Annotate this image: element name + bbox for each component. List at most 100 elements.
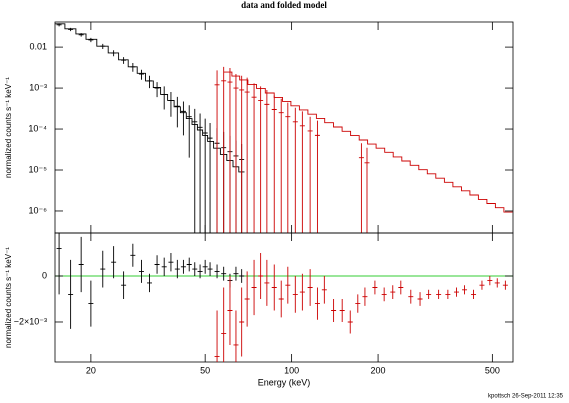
x-tick-label: 100 — [284, 365, 299, 375]
error-bar — [362, 287, 368, 306]
error-bar — [251, 83, 257, 233]
error-bar — [227, 67, 233, 233]
error-bar — [331, 298, 337, 322]
error-bar — [299, 111, 305, 233]
error-bar — [147, 75, 153, 89]
error-bar — [121, 57, 127, 64]
error-bar — [258, 253, 264, 299]
error-bar — [292, 276, 298, 313]
error-bar — [314, 120, 320, 233]
error-bar — [180, 259, 186, 274]
error-bar — [292, 107, 298, 233]
error-bar — [138, 69, 144, 80]
error-bar — [68, 259, 74, 329]
error-bar — [239, 287, 245, 357]
error-bar — [479, 280, 485, 290]
error-bar — [299, 273, 305, 311]
error-bar — [321, 276, 327, 304]
error-bar — [202, 259, 208, 274]
error-bar — [138, 259, 144, 283]
plot-frame — [54, 232, 514, 363]
error-bar — [130, 62, 136, 72]
x-tick-label: 50 — [200, 365, 210, 375]
error-bar — [186, 105, 192, 158]
error-bar — [221, 266, 227, 281]
error-bar — [390, 285, 396, 299]
error-bar — [100, 250, 106, 288]
error-bar — [197, 113, 203, 233]
error-bar — [147, 273, 153, 293]
error-bar — [307, 269, 313, 306]
error-bar — [174, 96, 180, 128]
error-bar — [278, 280, 284, 318]
error-bar — [271, 95, 277, 233]
y-tick-label: 10⁻⁴ — [28, 123, 47, 133]
error-bar — [453, 287, 459, 297]
x-tick-label: 20 — [86, 365, 96, 375]
error-bar — [168, 253, 174, 272]
y-tick-label: −2×10⁻³ — [14, 316, 47, 326]
error-bar — [264, 89, 270, 233]
error-bar — [372, 280, 378, 295]
error-bar — [192, 262, 198, 276]
y-tick-label: 0.01 — [29, 41, 47, 51]
error-bar — [471, 289, 477, 299]
error-bar — [462, 285, 468, 295]
error-bar — [445, 289, 451, 299]
error-bar — [417, 292, 423, 306]
error-bar — [258, 86, 264, 233]
error-bar — [285, 266, 291, 304]
error-bar — [168, 92, 174, 117]
error-bar — [285, 102, 291, 233]
error-bar — [121, 271, 127, 299]
y-axis-label: normalized counts s⁻¹ keV⁻¹ — [4, 247, 13, 348]
error-bar — [307, 116, 313, 233]
error-bar — [233, 74, 239, 233]
error-bar — [221, 287, 227, 362]
error-bar — [244, 77, 250, 233]
error-bar — [436, 289, 442, 299]
plot-frame — [54, 21, 514, 234]
error-bar — [487, 276, 493, 286]
error-bar — [78, 236, 84, 293]
model-line — [223, 71, 513, 213]
error-bar — [214, 310, 220, 362]
error-bar — [426, 289, 432, 299]
error-bar — [358, 143, 364, 233]
error-bar — [192, 108, 198, 233]
error-bar — [56, 233, 62, 295]
error-bar — [88, 37, 94, 43]
model-line — [55, 23, 245, 173]
error-bar — [161, 86, 167, 110]
error-bar — [207, 123, 213, 233]
error-bar — [398, 280, 404, 295]
y-tick-label: 0 — [42, 270, 47, 280]
y-tick-label: 10⁻⁶ — [29, 205, 48, 215]
y-axis-label: normalized counts s⁻¹ keV⁻¹ — [4, 77, 13, 178]
error-bar — [278, 98, 284, 233]
error-bar — [364, 147, 370, 233]
error-bar — [347, 310, 353, 334]
error-bar — [339, 298, 345, 322]
error-bar — [227, 276, 233, 345]
y-tick-label: 10⁻⁵ — [29, 164, 48, 174]
error-bar — [88, 280, 94, 327]
footer: kpottsch 26-Sep-2011 12:35 — [488, 394, 564, 400]
error-bar — [381, 287, 387, 302]
plot-area — [55, 23, 513, 233]
error-bar — [408, 289, 414, 304]
error-bar — [154, 255, 160, 274]
error-bar — [214, 70, 220, 233]
error-bar — [251, 259, 257, 316]
error-bar — [494, 278, 500, 288]
x-tick-label: 500 — [485, 365, 500, 375]
error-bar — [197, 264, 203, 279]
error-bar — [239, 75, 245, 233]
y-tick-label: 10⁻³ — [29, 82, 47, 92]
error-bar — [233, 266, 239, 281]
error-bar — [154, 82, 160, 98]
error-bar — [233, 310, 239, 362]
error-bar — [502, 280, 508, 290]
error-bar — [239, 269, 245, 283]
